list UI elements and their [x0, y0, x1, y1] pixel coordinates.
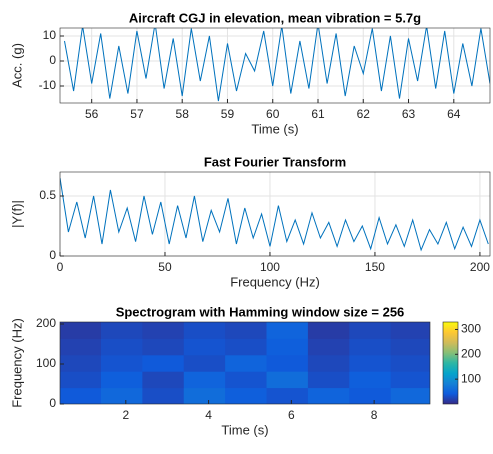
- heat-cell: [142, 354, 185, 372]
- axes-box: [59, 321, 431, 405]
- heat-cell: [60, 322, 102, 339]
- x-tick-label: 59: [221, 107, 235, 121]
- heat-cell: [307, 387, 350, 404]
- heat-cell: [266, 354, 309, 372]
- heat-cell: [142, 322, 185, 339]
- axes-box: [59, 171, 491, 257]
- x-tick-label: 57: [130, 107, 144, 121]
- heat-cell: [390, 338, 430, 356]
- heat-cell: [390, 322, 430, 339]
- plot: [60, 177, 489, 252]
- heat-cell: [60, 354, 102, 372]
- heat-cell: [225, 387, 268, 404]
- x-tick-label: 63: [402, 107, 416, 121]
- heat-cell: [60, 338, 102, 356]
- x-axis-label: Time (s): [221, 422, 268, 437]
- heat-cell: [225, 338, 268, 356]
- y-tick-label: 200: [36, 316, 56, 330]
- x-tick-label: 58: [176, 107, 190, 121]
- colorbar-tick-label: 100: [461, 371, 481, 385]
- heat-cell: [390, 354, 430, 372]
- y-tick-label: 100: [36, 356, 56, 370]
- y-tick-label: 0: [49, 396, 56, 410]
- plot: [60, 322, 430, 404]
- colorbar: [442, 321, 459, 405]
- heat-cell: [100, 387, 143, 404]
- heat-cell: [142, 338, 185, 356]
- x-axis-label: Time (s): [251, 121, 298, 136]
- x-tick-label: 8: [371, 408, 378, 422]
- y-tick-label: 0: [49, 53, 56, 67]
- x-tick-label: 60: [266, 107, 280, 121]
- x-tick-label: 0: [57, 260, 64, 274]
- heat-cell: [349, 371, 392, 389]
- x-tick-label: 4: [205, 408, 212, 422]
- heat-cell: [225, 371, 268, 389]
- chart-title: Spectrogram with Hamming window size = 2…: [116, 304, 405, 319]
- heat-cell: [266, 371, 309, 389]
- heat-cell: [183, 338, 226, 356]
- heat-cell: [100, 371, 143, 389]
- y-tick-label: 10: [43, 28, 57, 42]
- heat-cell: [390, 371, 430, 389]
- colorbar-tick-label: 300: [461, 322, 481, 336]
- heat-cell: [183, 322, 226, 339]
- chart-title: Aircraft CGJ in elevation, mean vibratio…: [129, 10, 421, 25]
- x-tick-label: 6: [288, 408, 295, 422]
- heat-cell: [183, 387, 226, 404]
- heat-cell: [142, 371, 185, 389]
- x-tick-label: 62: [357, 107, 371, 121]
- plot: [64, 28, 490, 102]
- heat-cell: [225, 354, 268, 372]
- heat-cell: [307, 322, 350, 339]
- x-tick-label: 50: [158, 260, 172, 274]
- plot-area: [60, 172, 490, 256]
- x-tick-label: 64: [447, 107, 461, 121]
- y-tick-label: 0: [49, 248, 56, 262]
- heat-cell: [266, 338, 309, 356]
- heat-cell: [100, 338, 143, 356]
- x-axis-label: Frequency (Hz): [230, 274, 320, 289]
- x-tick-label: 2: [122, 408, 129, 422]
- y-axis-label: Frequency (Hz): [9, 318, 24, 408]
- heat-cell: [183, 354, 226, 372]
- heat-cell: [307, 371, 350, 389]
- colorbar-tick-label: 200: [461, 346, 481, 360]
- x-tick-label: 150: [365, 260, 385, 274]
- heat-cell: [266, 387, 309, 404]
- y-tick-label: 0.5: [39, 188, 56, 202]
- heat-cell: [100, 322, 143, 339]
- line: [64, 28, 490, 102]
- heat-cell: [183, 371, 226, 389]
- y-axis-label: |Y(f)|: [9, 200, 24, 228]
- heat-cell: [100, 354, 143, 372]
- y-tick-label: -10: [39, 78, 57, 92]
- heat-cell: [349, 387, 392, 404]
- heat-cell: [60, 387, 102, 404]
- heat-cell: [307, 354, 350, 372]
- x-tick-label: 100: [260, 260, 280, 274]
- plot-area: [60, 28, 490, 103]
- heat-cell: [349, 322, 392, 339]
- heat-cell: [60, 371, 102, 389]
- heat-cell: [266, 322, 309, 339]
- chart-title: Fast Fourier Transform: [204, 154, 346, 169]
- heat-cell: [349, 354, 392, 372]
- x-tick-label: 200: [470, 260, 490, 274]
- heat-cell: [349, 338, 392, 356]
- y-axis-label: Acc. (g): [9, 43, 24, 88]
- line: [60, 177, 489, 252]
- x-tick-label: 56: [85, 107, 99, 121]
- x-tick-label: 61: [311, 107, 325, 121]
- heat-cell: [225, 322, 268, 339]
- heat-cell: [390, 387, 430, 404]
- axes-box: [59, 27, 491, 104]
- heat-cell: [307, 338, 350, 356]
- heat-cell: [142, 387, 185, 404]
